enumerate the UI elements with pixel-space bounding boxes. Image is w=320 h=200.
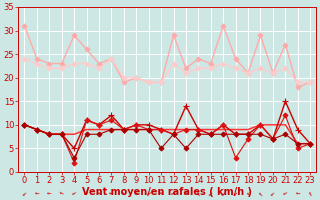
Text: ←: ←	[71, 190, 77, 197]
Text: ←: ←	[308, 190, 313, 195]
Text: ←: ←	[269, 190, 276, 196]
Text: ←: ←	[195, 190, 202, 197]
Text: ←: ←	[108, 190, 115, 197]
Text: ←: ←	[220, 190, 227, 197]
Text: ←: ←	[207, 190, 214, 197]
Text: ←: ←	[257, 190, 264, 196]
Text: ←: ←	[282, 190, 289, 197]
Text: ←: ←	[59, 190, 65, 196]
Text: ←: ←	[96, 190, 102, 197]
Text: ←: ←	[182, 190, 189, 197]
Text: ←: ←	[294, 190, 301, 197]
Text: ←: ←	[158, 190, 164, 196]
Text: ←: ←	[121, 190, 127, 197]
Text: ←: ←	[83, 190, 90, 197]
Text: ←: ←	[21, 190, 28, 197]
Text: ←: ←	[170, 190, 177, 197]
Text: ←: ←	[233, 190, 239, 196]
X-axis label: Vent moyen/en rafales ( km/h ): Vent moyen/en rafales ( km/h )	[82, 187, 252, 197]
Text: ←: ←	[34, 190, 40, 197]
Text: ←: ←	[46, 190, 52, 196]
Text: ←: ←	[245, 190, 252, 197]
Text: ←: ←	[145, 190, 152, 196]
Text: ←: ←	[133, 190, 140, 197]
